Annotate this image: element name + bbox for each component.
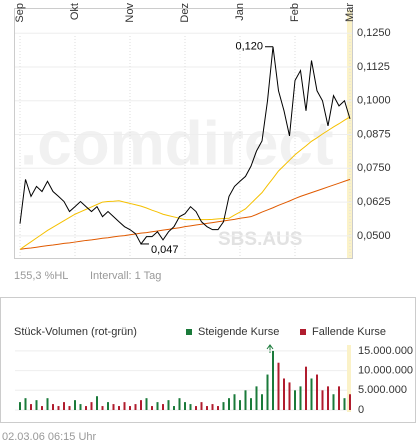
volume-bar [30, 404, 32, 410]
volume-bar [217, 406, 219, 410]
legend-swatch [186, 329, 192, 335]
axis-strip [347, 345, 351, 412]
volume-bar [338, 386, 340, 410]
volume-bar [316, 374, 318, 410]
legend-label: Fallende Kurse [312, 326, 386, 338]
x-tick-label: Okt [69, 3, 81, 20]
y-tick-label: 0,0750 [357, 162, 391, 174]
volume-bar [233, 394, 236, 410]
y-tick-label: 15.000.000 [358, 345, 413, 357]
volume-bar [283, 378, 285, 410]
value-label: 0,047 [151, 244, 179, 256]
x-tick-label: Dez [179, 3, 191, 23]
volume-bar [74, 400, 76, 410]
volume-bar [101, 406, 104, 410]
range-note: 155,3 %HL [14, 270, 68, 282]
volume-bar [266, 374, 269, 410]
legend-label: Steigende Kurse [198, 326, 279, 338]
volume-bar [310, 378, 313, 410]
volume-bar [288, 382, 291, 410]
y-tick-label: 10.000.000 [358, 365, 413, 377]
volume-bar [244, 390, 247, 410]
y-tick-label: 0,0875 [357, 128, 391, 140]
volume-bar [178, 398, 181, 410]
series-line [19, 46, 351, 245]
volume-bar [173, 406, 175, 410]
volume-bar [134, 404, 137, 410]
volume-bar [145, 398, 148, 410]
volume-bar [19, 402, 21, 410]
volume-bar [35, 400, 38, 410]
volume-bar [299, 386, 302, 410]
volume-bar [343, 398, 346, 410]
volume-bar [90, 402, 93, 410]
volume-bar [321, 390, 324, 410]
volume-bar [52, 404, 54, 410]
volume-bar [167, 400, 170, 410]
volume-bar [85, 406, 87, 410]
volume-bar [184, 402, 186, 410]
volume-bar [189, 404, 192, 410]
series-line [19, 178, 351, 250]
interval: Intervall: 1 Tag [90, 270, 161, 282]
volume-bar [332, 394, 335, 410]
volume-bar [211, 404, 214, 410]
volume-bar [57, 406, 60, 410]
x-tick-label: Feb [289, 3, 301, 22]
volume-bar [162, 404, 164, 410]
volume-bar [228, 398, 230, 410]
volume-bar [349, 394, 351, 410]
volume-bar [151, 406, 153, 410]
volume-bar [24, 398, 27, 410]
volume-bar [41, 406, 43, 410]
volume-bar [79, 404, 82, 410]
y-tick-label: 0,0500 [357, 230, 391, 242]
axis-strip [347, 10, 352, 258]
volume-bar [96, 396, 98, 410]
volume-bar [305, 366, 307, 410]
volume-bar [46, 398, 49, 410]
y-tick-label: 0,0625 [357, 196, 391, 208]
y-tick-label: 0 [358, 404, 364, 416]
volume-bar [255, 386, 258, 410]
volume-bar [200, 402, 203, 410]
x-tick-label: Jan [234, 3, 246, 21]
watermark: .comdirect [20, 109, 334, 178]
volume-bar [118, 406, 120, 410]
x-tick-label: Mar [344, 3, 356, 22]
volume-bar [261, 394, 263, 410]
volume-bar [272, 350, 274, 410]
volume-bar [327, 386, 329, 410]
volume-title: Stück-Volumen (rot-grün) [14, 326, 137, 338]
symbol: SBS.AUS [218, 229, 302, 250]
volume-bar [156, 402, 159, 410]
volume-bar [112, 404, 115, 410]
volume-bar [206, 406, 208, 410]
x-tick-label: Nov [124, 3, 136, 23]
y-tick-label: 0,1125 [357, 61, 390, 73]
volume-bar [222, 402, 225, 410]
volume-bar [140, 400, 142, 410]
value-label: 0,120 [235, 41, 263, 53]
y-tick-label: 0,1250 [357, 27, 391, 39]
volume-bar [195, 406, 197, 410]
volume-bar [107, 402, 109, 410]
legend-swatch [300, 329, 306, 335]
volume-bar [63, 402, 65, 410]
y-tick-label: 0,1000 [357, 95, 391, 107]
volume-bar [68, 406, 71, 410]
volume-bar [250, 398, 252, 410]
series-line [19, 116, 351, 250]
y-tick-label: 5.000.000 [358, 384, 407, 396]
off-scale-arrow [266, 344, 274, 353]
timestamp: 02.03.06 06:15 Uhr [2, 431, 97, 443]
volume-bar [277, 362, 280, 410]
volume-bar [294, 390, 296, 410]
volume-panel [0, 297, 416, 423]
volume-bar [239, 400, 241, 410]
volume-bar [129, 406, 131, 410]
volume-bar [123, 402, 126, 410]
x-tick-label: Sep [14, 3, 26, 23]
